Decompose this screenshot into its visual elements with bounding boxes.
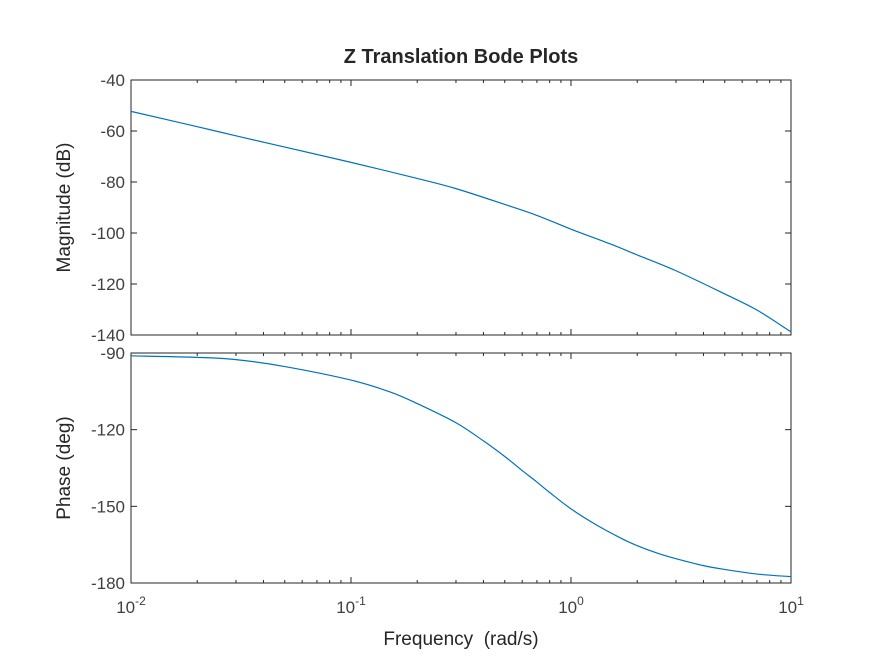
magnitude-axes-box	[130, 79, 792, 336]
chart-title: Z Translation Bode Plots	[344, 46, 578, 68]
phase-axes-box	[130, 352, 792, 584]
y-tick-label: -180	[91, 574, 125, 593]
x-axis-label: Frequency (rad/s)	[383, 629, 538, 650]
y-tick-label: -120	[91, 275, 125, 294]
magnitude-y-axis-label: Magnitude (dB)	[54, 143, 75, 273]
phase-series-line	[130, 355, 792, 578]
magnitude-y-ticks: -40 -60 -80 -100 -120 -140	[91, 71, 791, 345]
x-tick-label: 10-2	[116, 594, 146, 617]
y-tick-label: -150	[91, 497, 125, 516]
y-tick-label: -40	[100, 71, 125, 90]
phase-y-axis-label: Phase (deg)	[54, 416, 75, 520]
y-tick-label: -100	[91, 224, 125, 243]
y-tick-label: -60	[100, 122, 125, 141]
x-tick-label: 10-1	[336, 594, 366, 617]
y-tick-label: -120	[91, 421, 125, 440]
y-tick-label: -90	[100, 344, 125, 363]
phase-y-ticks: -90 -120 -150 -180	[91, 344, 791, 593]
magnitude-axes: -40 -60 -80 -100 -120 -140 Magnitude (dB)	[54, 71, 792, 345]
phase-x-ticks: 10-2 10-1 100 101	[116, 353, 804, 617]
magnitude-x-ticks	[130, 80, 792, 335]
phase-axes: -90 -120 -150 -180 10-2 10-1 100 101 Phase (de…	[54, 344, 804, 617]
x-tick-label: 100	[558, 594, 584, 617]
magnitude-series-line	[130, 110, 792, 333]
y-tick-label: -80	[100, 173, 125, 192]
y-tick-label: -140	[91, 326, 125, 345]
x-tick-label: 101	[778, 594, 804, 617]
